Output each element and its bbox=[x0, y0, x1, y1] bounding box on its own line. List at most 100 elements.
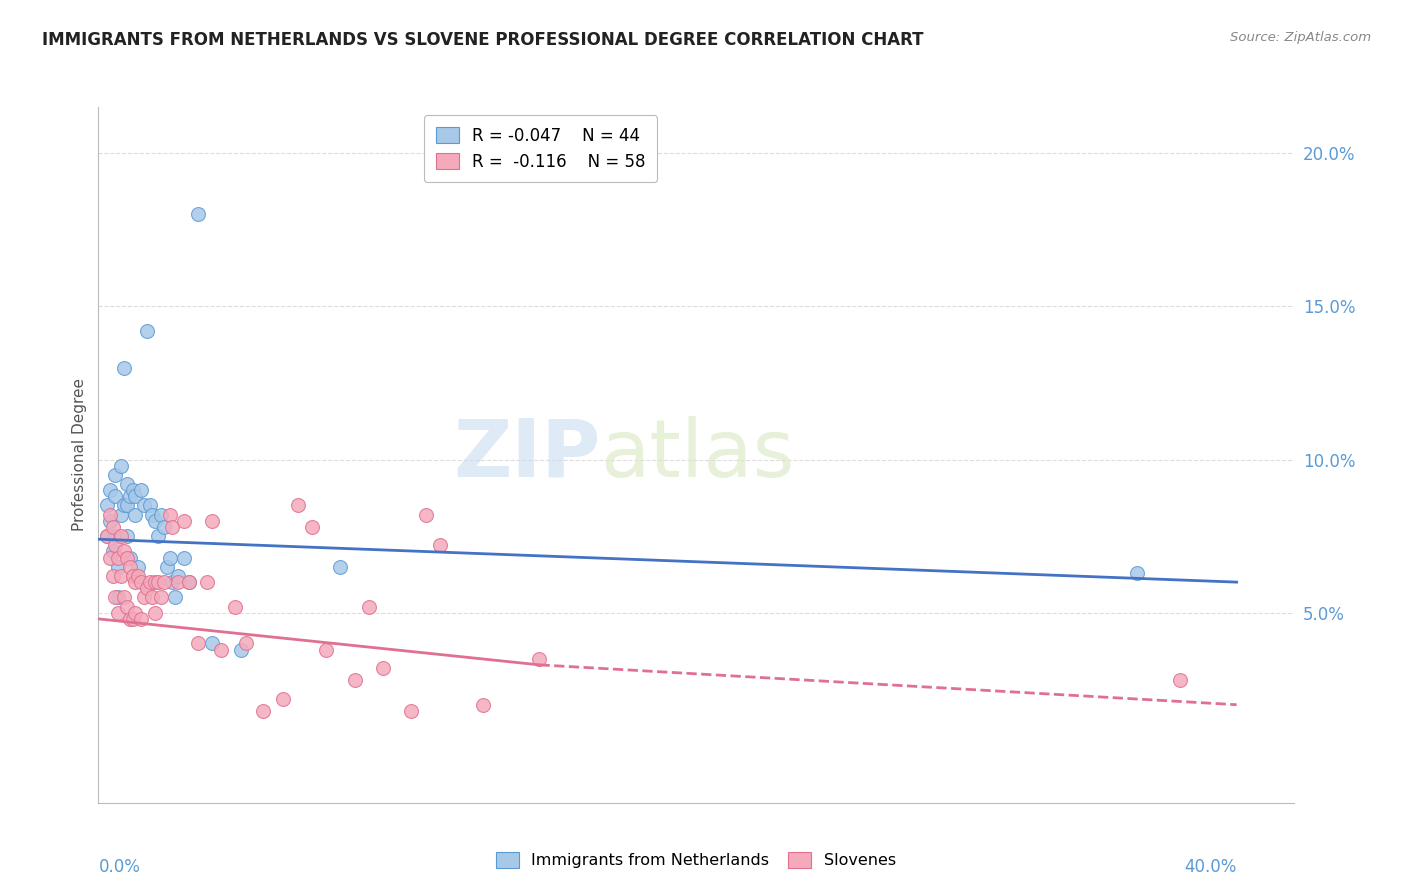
Point bbox=[98, 483, 121, 498]
Point bbox=[138, 575, 160, 590]
Point bbox=[173, 550, 195, 565]
Point bbox=[165, 591, 187, 605]
Point bbox=[124, 489, 146, 503]
Point bbox=[129, 612, 152, 626]
Point bbox=[115, 499, 138, 513]
Point bbox=[315, 642, 337, 657]
Point bbox=[101, 544, 124, 558]
Point bbox=[104, 489, 127, 503]
Point bbox=[101, 520, 124, 534]
Point bbox=[129, 575, 152, 590]
Point bbox=[96, 529, 118, 543]
Point bbox=[301, 520, 323, 534]
Point bbox=[224, 599, 246, 614]
Point bbox=[187, 207, 209, 221]
Point bbox=[107, 606, 129, 620]
Point bbox=[115, 599, 138, 614]
Point bbox=[273, 691, 295, 706]
Point bbox=[179, 575, 201, 590]
Point bbox=[162, 575, 184, 590]
Point bbox=[129, 483, 152, 498]
Point bbox=[112, 360, 135, 375]
Point bbox=[118, 559, 141, 574]
Point bbox=[127, 569, 149, 583]
Point bbox=[150, 591, 173, 605]
Point bbox=[110, 529, 132, 543]
Point bbox=[107, 591, 129, 605]
Point bbox=[124, 606, 146, 620]
Point bbox=[110, 508, 132, 522]
Point bbox=[143, 514, 166, 528]
Text: 40.0%: 40.0% bbox=[1184, 858, 1237, 876]
Point bbox=[115, 529, 138, 543]
Point bbox=[159, 508, 181, 522]
Point bbox=[252, 704, 274, 718]
Text: Source: ZipAtlas.com: Source: ZipAtlas.com bbox=[1230, 31, 1371, 45]
Point bbox=[138, 499, 160, 513]
Point bbox=[112, 591, 135, 605]
Point bbox=[121, 612, 143, 626]
Point bbox=[115, 550, 138, 565]
Point bbox=[104, 591, 127, 605]
Point bbox=[121, 483, 143, 498]
Point bbox=[143, 575, 166, 590]
Legend: Immigrants from Netherlands, Slovenes: Immigrants from Netherlands, Slovenes bbox=[489, 846, 903, 875]
Point bbox=[209, 642, 232, 657]
Point bbox=[179, 575, 201, 590]
Point bbox=[141, 508, 163, 522]
Point bbox=[401, 704, 423, 718]
Point bbox=[153, 575, 176, 590]
Point bbox=[159, 550, 181, 565]
Point bbox=[371, 661, 394, 675]
Text: IMMIGRANTS FROM NETHERLANDS VS SLOVENE PROFESSIONAL DEGREE CORRELATION CHART: IMMIGRANTS FROM NETHERLANDS VS SLOVENE P… bbox=[42, 31, 924, 49]
Point bbox=[329, 559, 352, 574]
Point bbox=[201, 636, 224, 650]
Point bbox=[112, 544, 135, 558]
Point bbox=[529, 652, 551, 666]
Point bbox=[287, 499, 309, 513]
Point bbox=[127, 559, 149, 574]
Point bbox=[429, 538, 451, 552]
Point bbox=[115, 477, 138, 491]
Point bbox=[118, 612, 141, 626]
Point bbox=[201, 514, 224, 528]
Point bbox=[343, 673, 366, 688]
Point bbox=[112, 499, 135, 513]
Point bbox=[235, 636, 257, 650]
Point bbox=[167, 569, 190, 583]
Point bbox=[148, 529, 170, 543]
Point bbox=[96, 529, 118, 543]
Point bbox=[104, 467, 127, 482]
Point bbox=[124, 575, 146, 590]
Point bbox=[104, 529, 127, 543]
Point bbox=[121, 569, 143, 583]
Y-axis label: Professional Degree: Professional Degree bbox=[72, 378, 87, 532]
Point bbox=[132, 499, 155, 513]
Point bbox=[150, 508, 173, 522]
Text: ZIP: ZIP bbox=[453, 416, 600, 494]
Point bbox=[167, 575, 190, 590]
Point bbox=[1168, 673, 1191, 688]
Point bbox=[187, 636, 209, 650]
Point bbox=[141, 591, 163, 605]
Point bbox=[143, 606, 166, 620]
Point bbox=[148, 575, 170, 590]
Point bbox=[98, 514, 121, 528]
Point bbox=[124, 508, 146, 522]
Point bbox=[118, 489, 141, 503]
Text: atlas: atlas bbox=[600, 416, 794, 494]
Point bbox=[153, 520, 176, 534]
Point bbox=[471, 698, 494, 712]
Point bbox=[118, 550, 141, 565]
Text: 0.0%: 0.0% bbox=[98, 858, 141, 876]
Point bbox=[173, 514, 195, 528]
Point bbox=[98, 508, 121, 522]
Point bbox=[107, 559, 129, 574]
Point bbox=[195, 575, 218, 590]
Point bbox=[135, 324, 157, 338]
Point bbox=[357, 599, 380, 614]
Point bbox=[110, 569, 132, 583]
Point bbox=[162, 520, 184, 534]
Point bbox=[96, 499, 118, 513]
Point bbox=[156, 559, 179, 574]
